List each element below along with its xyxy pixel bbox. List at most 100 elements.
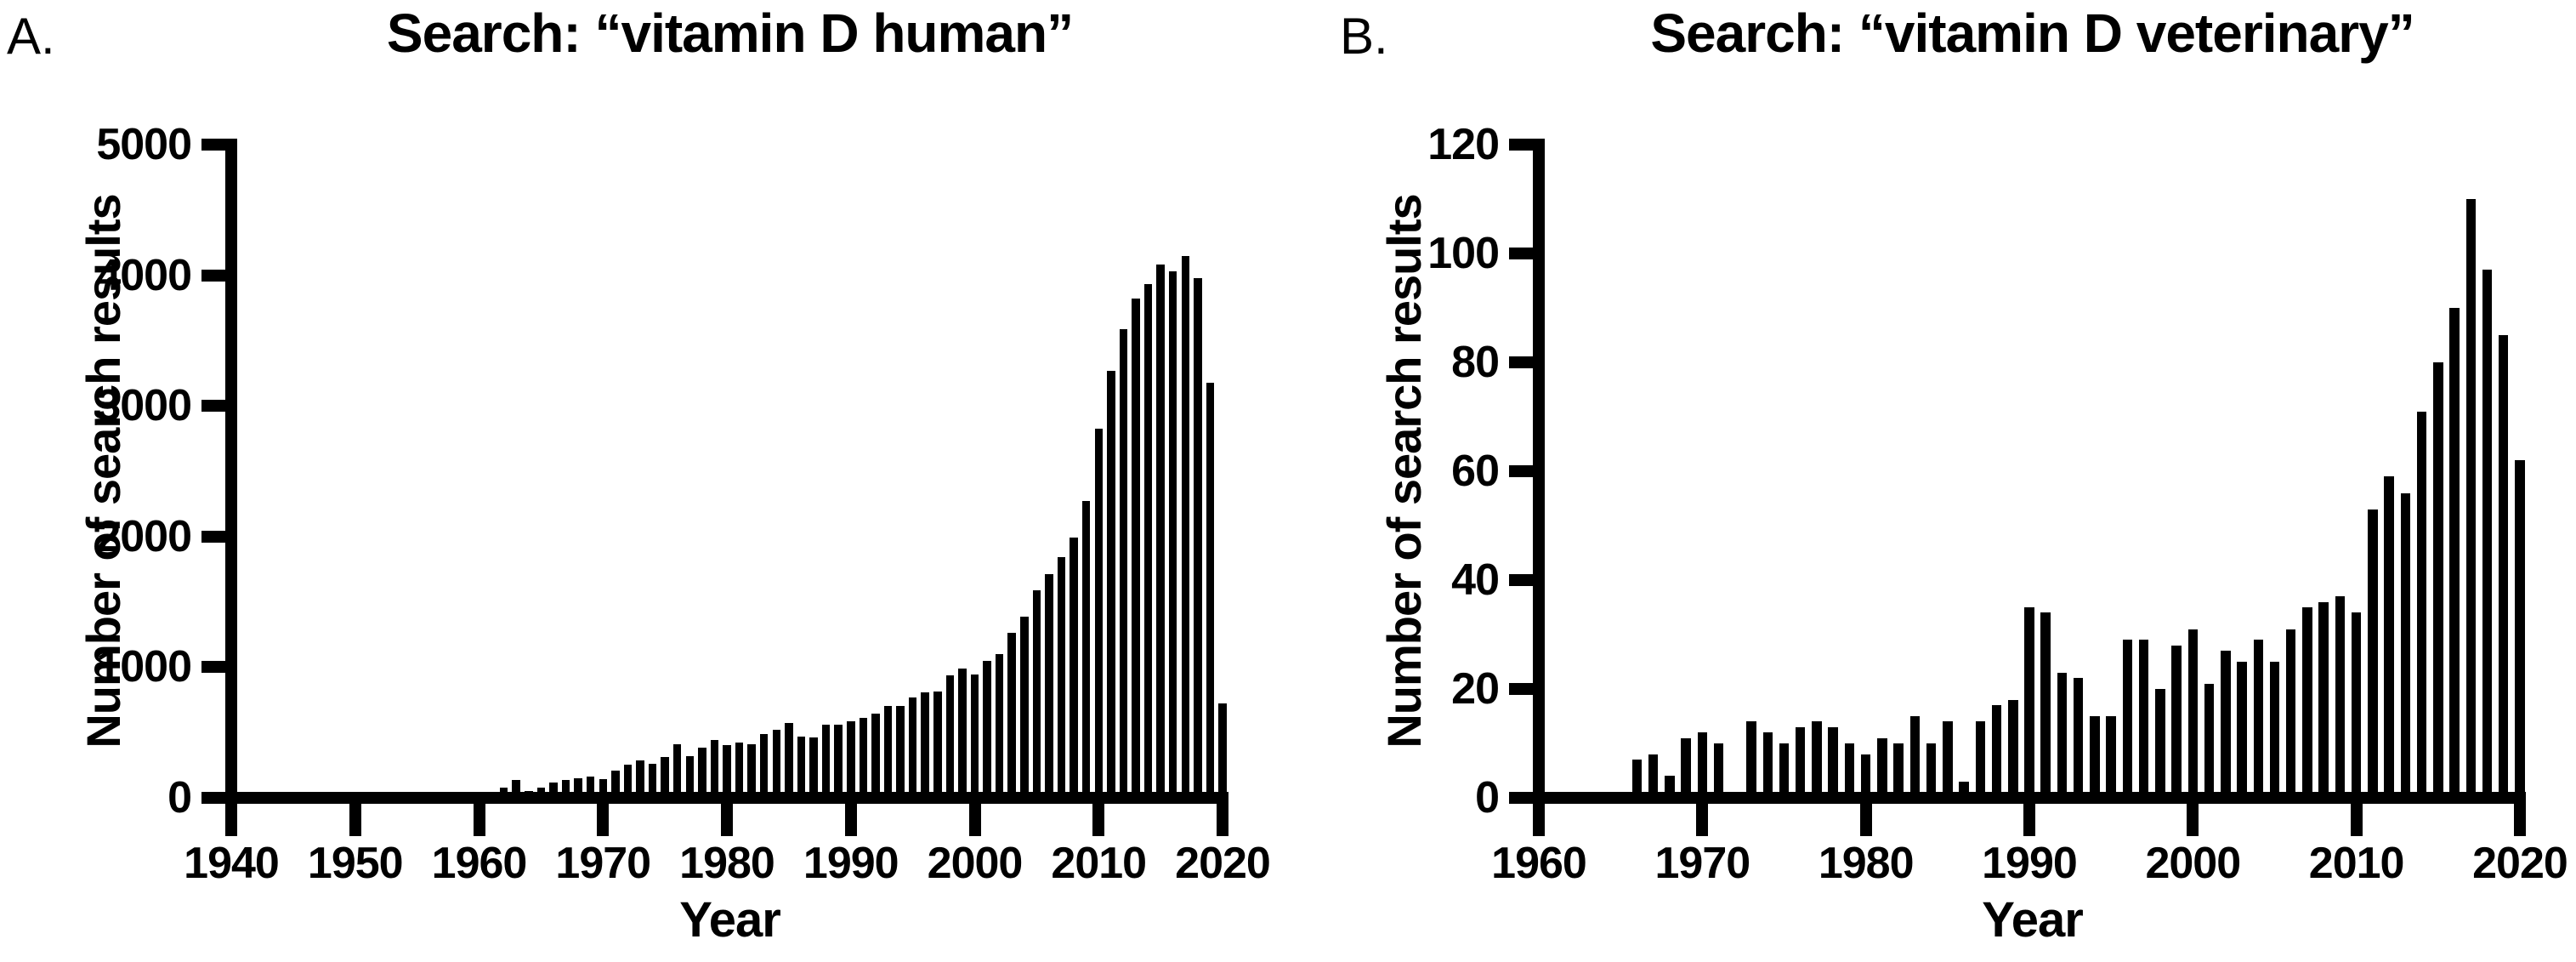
bar-1977 [685, 755, 695, 798]
x-tick [597, 804, 610, 836]
y-tick [1509, 356, 1533, 368]
bar-2017 [1181, 255, 1190, 798]
bar-2018 [2482, 270, 2493, 798]
x-tick [2513, 804, 2526, 836]
bar-1994 [896, 705, 905, 798]
x-tick-label: 1970 [555, 839, 651, 888]
panel-a-y-axis-title: Number of search results [77, 194, 130, 749]
y-tick [201, 400, 225, 413]
bar-2005 [1032, 589, 1041, 798]
bar-1991 [859, 717, 868, 798]
bar-1978 [1828, 726, 1838, 798]
x-tick [1696, 804, 1709, 836]
bar-2017 [2465, 199, 2477, 798]
y-tick [1509, 792, 1533, 804]
bar-1981 [735, 743, 744, 798]
bar-1989 [834, 724, 843, 798]
bar-1993 [2073, 678, 2084, 798]
y-tick [1509, 574, 1533, 586]
x-tick-label: 2000 [2145, 839, 2241, 888]
bar-2016 [1168, 270, 1177, 798]
bar-1990 [847, 721, 855, 798]
x-tick [2350, 804, 2363, 836]
bar-1974 [1762, 732, 1773, 798]
x-tick-label: 1960 [431, 839, 528, 888]
x-tick [349, 804, 361, 836]
bar-2013 [2400, 492, 2411, 798]
bar-1980 [1860, 754, 1871, 798]
bar-2010 [2351, 612, 2362, 798]
bar-1966 [1631, 760, 1643, 798]
bar-1971 [1713, 743, 1724, 798]
bar-1967 [561, 780, 570, 798]
bar-1997 [2138, 640, 2149, 798]
bar-2004 [1020, 617, 1029, 798]
bar-1967 [1648, 754, 1659, 798]
x-tick-label: 1940 [184, 839, 280, 888]
panel-b-y-axis-title: Number of search results [1377, 194, 1431, 749]
bar-1971 [611, 770, 620, 798]
bar-1953 [388, 794, 397, 798]
bar-1983 [1909, 716, 1921, 798]
x-tick-label: 1980 [1818, 839, 1915, 888]
bar-2018 [1194, 277, 1202, 798]
bar-1981 [1877, 737, 1887, 798]
x-tick [2187, 804, 2199, 836]
bar-1997 [933, 691, 942, 798]
bar-2004 [2253, 640, 2263, 798]
bar-2003 [2237, 662, 2247, 798]
bar-1964 [525, 790, 533, 798]
bar-2009 [1081, 501, 1091, 798]
x-tick [473, 804, 485, 836]
y-tick [1509, 139, 1533, 151]
bar-2020 [1218, 703, 1227, 798]
bar-1987 [809, 737, 818, 798]
x-tick-label: 1960 [1491, 839, 1587, 888]
bar-2002 [2221, 651, 2231, 798]
bar-1954 [400, 794, 409, 798]
bar-1986 [797, 736, 806, 798]
bar-1970 [1697, 732, 1708, 798]
bar-2019 [1206, 382, 1215, 798]
bar-1995 [2106, 716, 2116, 798]
bar-1947 [314, 794, 322, 798]
bar-1985 [1943, 721, 1953, 798]
bar-2008 [2318, 601, 2329, 798]
x-tick [1217, 804, 1228, 836]
x-tick-label: 2010 [1051, 839, 1147, 888]
bar-1979 [710, 739, 719, 798]
bar-2015 [2433, 362, 2443, 798]
bar-1969 [1681, 737, 1691, 798]
y-tick [1509, 683, 1533, 695]
bar-2020 [2515, 460, 2525, 798]
x-axis [225, 792, 1228, 804]
bar-1978 [698, 747, 706, 798]
y-tick [201, 269, 225, 282]
bar-2011 [1107, 371, 1115, 798]
bar-1972 [623, 764, 633, 798]
bar-1968 [574, 777, 582, 798]
bar-1949 [338, 793, 347, 798]
bar-2007 [1057, 556, 1066, 798]
y-tick [1509, 465, 1533, 477]
bar-1992 [2057, 672, 2068, 798]
x-tick-label: 2020 [1175, 839, 1271, 888]
bar-1976 [1795, 726, 1806, 798]
x-tick [721, 804, 733, 836]
x-tick [1533, 804, 1545, 836]
bar-1977 [1812, 721, 1822, 798]
bar-1996 [921, 692, 929, 798]
panel-b-x-axis-title: Year [1982, 892, 2084, 948]
bar-1974 [648, 764, 657, 798]
bar-1985 [785, 722, 793, 798]
bar-1975 [661, 757, 669, 798]
bar-1991 [2040, 612, 2051, 798]
bar-1963 [512, 780, 520, 798]
x-axis [1533, 792, 2526, 804]
y-tick [201, 661, 225, 674]
x-tick [1859, 804, 1872, 836]
bar-2012 [1119, 328, 1128, 798]
x-tick-label: 1990 [1982, 839, 2078, 888]
